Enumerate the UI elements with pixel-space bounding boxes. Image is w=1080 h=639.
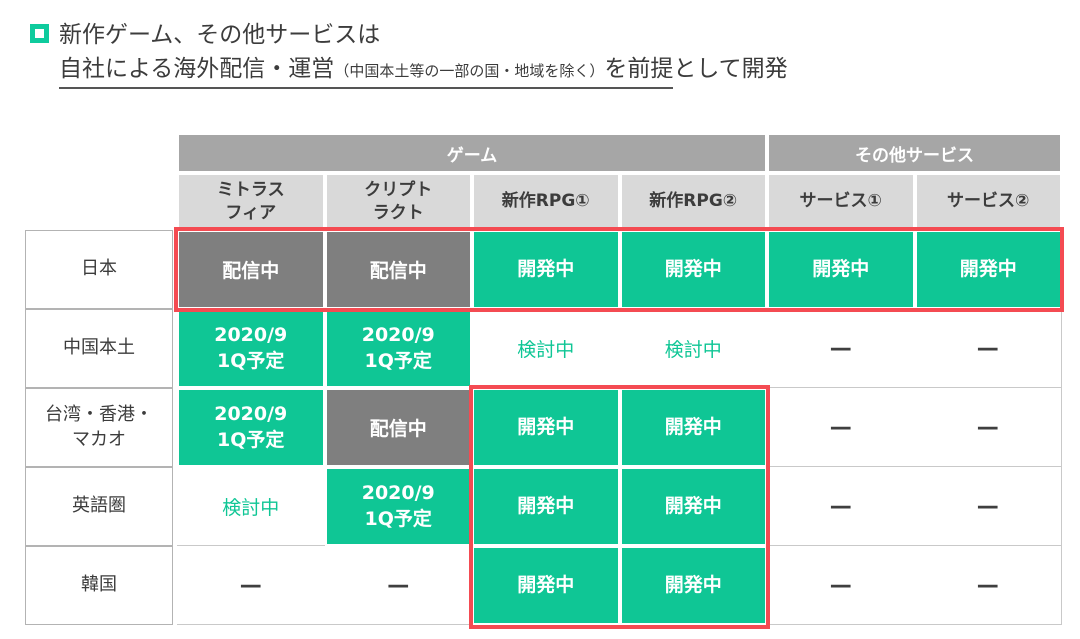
status-cell: 開発中 bbox=[472, 546, 620, 625]
status-cell: 開発中 bbox=[472, 388, 620, 467]
status-cell: 2020/9 1Q予定 bbox=[324, 309, 472, 388]
slide-title-text: 新作ゲーム、その他サービスは 自社による海外配信・運営（中国本土等の一部の国・地… bbox=[59, 18, 788, 89]
status-cell: — bbox=[324, 546, 472, 625]
status-cell: — bbox=[914, 467, 1062, 546]
group-header-cell: ゲーム bbox=[177, 133, 767, 173]
title-rest: として開発 bbox=[673, 56, 788, 82]
status-cell: 2020/9 1Q予定 bbox=[177, 309, 325, 388]
status-cell: 2020/9 1Q予定 bbox=[324, 467, 472, 546]
status-cell: 配信中 bbox=[177, 230, 325, 309]
column-header-cell: サービス② bbox=[914, 173, 1062, 230]
status-cell: 2020/9 1Q予定 bbox=[177, 388, 325, 467]
status-cell: — bbox=[914, 546, 1062, 625]
region-label-cell: 韓国 bbox=[25, 546, 173, 625]
status-cell: 検討中 bbox=[619, 309, 767, 388]
title-underlined-note: （中国本土等の一部の国・地域を除く） bbox=[334, 62, 605, 80]
title-underlined-main: 自社による海外配信・運営 bbox=[59, 56, 335, 82]
status-cell: — bbox=[914, 388, 1062, 467]
status-cell: — bbox=[914, 309, 1062, 388]
status-cell: 配信中 bbox=[324, 388, 472, 467]
group-header-cell: その他サービス bbox=[767, 133, 1062, 173]
status-cell: 検討中 bbox=[472, 309, 620, 388]
slide-title: 新作ゲーム、その他サービスは 自社による海外配信・運営（中国本土等の一部の国・地… bbox=[30, 18, 788, 89]
title-line-1: 新作ゲーム、その他サービスは bbox=[59, 22, 381, 48]
status-cell: 検討中 bbox=[177, 467, 325, 546]
status-cell: — bbox=[767, 388, 915, 467]
region-label-cell: 日本 bbox=[25, 230, 173, 309]
status-cell: 開発中 bbox=[472, 230, 620, 309]
status-cell: — bbox=[767, 309, 915, 388]
title-line-2: 自社による海外配信・運営（中国本土等の一部の国・地域を除く）を前提として開発 bbox=[59, 52, 788, 89]
column-header-cell: 新作RPG② bbox=[619, 173, 767, 230]
status-cell: 開発中 bbox=[619, 467, 767, 546]
table-corner-spacer bbox=[25, 133, 177, 173]
status-cell: 開発中 bbox=[619, 546, 767, 625]
status-cell: 開発中 bbox=[767, 230, 915, 309]
status-cell: 開発中 bbox=[619, 388, 767, 467]
column-header-cell: サービス① bbox=[767, 173, 915, 230]
status-cell: 開発中 bbox=[914, 230, 1062, 309]
status-cell: — bbox=[767, 546, 915, 625]
status-cell: — bbox=[767, 467, 915, 546]
status-cell: 開発中 bbox=[619, 230, 767, 309]
region-label-cell: 台湾・香港・ マカオ bbox=[25, 388, 173, 467]
region-label-cell: 中国本土 bbox=[25, 309, 173, 388]
title-underlined-tail: を前提 bbox=[604, 56, 674, 82]
region-label-cell: 英語圏 bbox=[25, 467, 173, 546]
status-cell: 配信中 bbox=[324, 230, 472, 309]
column-header-cell: ミトラス フィア bbox=[177, 173, 325, 230]
square-bullet-icon bbox=[30, 24, 49, 43]
table-corner-spacer bbox=[25, 173, 177, 230]
title-underlined-phrase: 自社による海外配信・運営（中国本土等の一部の国・地域を除く）を前提 bbox=[59, 54, 674, 89]
status-table: — — 開発中 開発中 — — 韓国 — — 開発中 開発中 2020/9 1Q予定 検討中 英語圏 — — 開… bbox=[25, 133, 1064, 629]
status-cell: — bbox=[177, 546, 325, 625]
column-header-cell: 新作RPG① bbox=[472, 173, 620, 230]
column-header-cell: クリプト ラクト bbox=[324, 173, 472, 230]
status-cell: 開発中 bbox=[472, 467, 620, 546]
